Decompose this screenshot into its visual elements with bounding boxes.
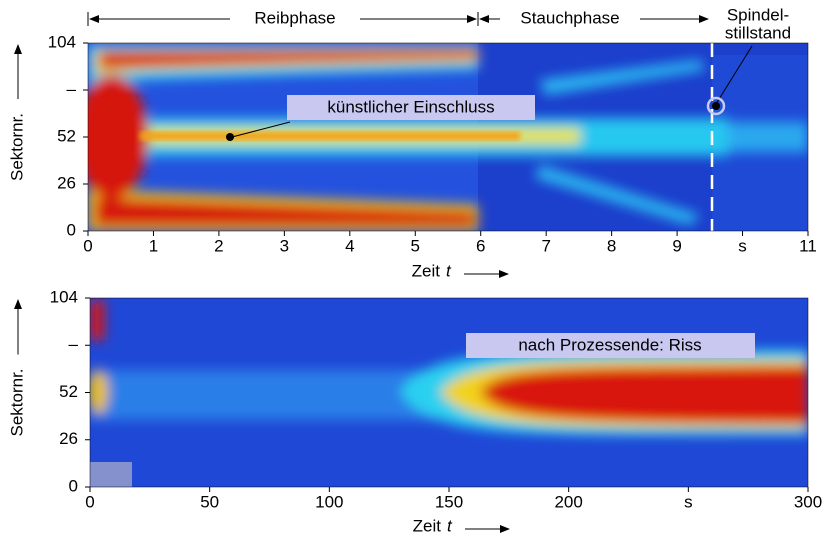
y-tick-label: – bbox=[67, 79, 77, 98]
x-axis-label-var: t bbox=[447, 516, 453, 535]
y-tick-label: 26 bbox=[57, 173, 76, 192]
x-tick-label: 150 bbox=[435, 492, 463, 511]
marker-ring bbox=[706, 96, 726, 116]
x-axis-label-var: t bbox=[446, 261, 452, 280]
x-tick-label: 2 bbox=[214, 236, 223, 255]
annotation: nach Prozessende: Riss bbox=[518, 335, 701, 354]
annotation-box bbox=[287, 95, 535, 120]
x-tick-label: 5 bbox=[411, 236, 420, 255]
y-tick-label: – bbox=[69, 335, 79, 354]
y-tick-label: 104 bbox=[48, 32, 76, 51]
x-tick-label: 11 bbox=[799, 236, 817, 255]
phase-label: Stauchphase bbox=[520, 8, 619, 27]
y-tick-label: 104 bbox=[50, 287, 78, 306]
marker-dot bbox=[226, 133, 234, 141]
x-tick-label: 9 bbox=[672, 236, 681, 255]
y-tick-label: 52 bbox=[57, 126, 76, 145]
y-tick-label: 26 bbox=[59, 429, 78, 448]
x-tick-label: 200 bbox=[554, 492, 582, 511]
x-tick-label: 100 bbox=[315, 492, 343, 511]
x-tick-label: 8 bbox=[607, 236, 616, 255]
heatmap-image bbox=[88, 43, 808, 231]
x-tick-label: 4 bbox=[345, 236, 354, 255]
x-tick-label: s bbox=[684, 492, 693, 511]
x-tick-label: 3 bbox=[280, 236, 289, 255]
x-tick-label: s bbox=[738, 236, 747, 255]
stop-label: stillstand bbox=[725, 23, 791, 42]
pointer bbox=[231, 121, 291, 138]
x-tick-label: 1 bbox=[149, 236, 158, 255]
annotation: künstlicher Einschluss bbox=[327, 97, 494, 116]
pointer bbox=[715, 45, 753, 105]
y-tick-label: 0 bbox=[67, 220, 76, 239]
y-tick-label: 52 bbox=[59, 382, 78, 401]
marker-dot bbox=[712, 102, 720, 110]
heatmap-image bbox=[90, 298, 808, 487]
x-tick-label: 300 bbox=[794, 492, 822, 511]
x-tick-label: 50 bbox=[200, 492, 219, 511]
annotation-box bbox=[466, 333, 755, 358]
x-tick-label: 0 bbox=[83, 236, 92, 255]
x-tick-label: 7 bbox=[541, 236, 550, 255]
phase-label: Reibphase bbox=[254, 8, 335, 27]
y-tick-label: 0 bbox=[69, 476, 78, 495]
x-axis-label: Zeit bbox=[412, 261, 441, 280]
x-tick-label: 0 bbox=[85, 492, 94, 511]
x-tick-label: 6 bbox=[476, 236, 485, 255]
y-axis-label: Sektornr. bbox=[7, 368, 26, 436]
x-axis-label: Zeit bbox=[413, 516, 442, 535]
stop-label: Spindel- bbox=[727, 5, 789, 24]
y-axis-label: Sektornr. bbox=[7, 113, 26, 181]
